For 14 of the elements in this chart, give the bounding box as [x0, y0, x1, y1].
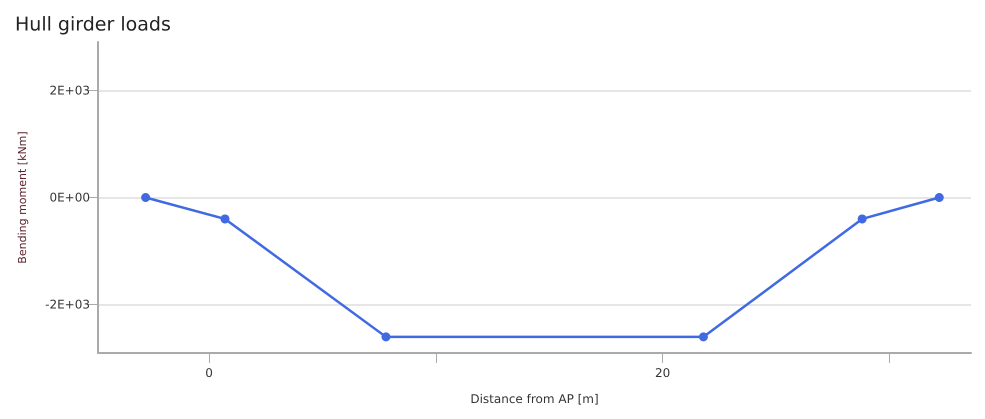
- y-tick-label: -2E+03: [45, 298, 90, 312]
- chart-title: Hull girder loads: [15, 14, 171, 36]
- x-tick-label: 0: [205, 366, 213, 380]
- y-tick-label: 2E+03: [49, 83, 90, 98]
- point: [858, 214, 867, 224]
- point: [141, 193, 150, 202]
- point: [220, 214, 230, 224]
- point: [381, 332, 390, 342]
- point: [698, 332, 708, 342]
- x-tick-label: 20: [654, 366, 670, 380]
- y-tick-label: 0E+00: [49, 190, 90, 204]
- y-axis-title: Bending moment [kNm]: [16, 131, 29, 264]
- point: [934, 193, 944, 202]
- x-axis-title: Distance from AP [m]: [470, 392, 599, 406]
